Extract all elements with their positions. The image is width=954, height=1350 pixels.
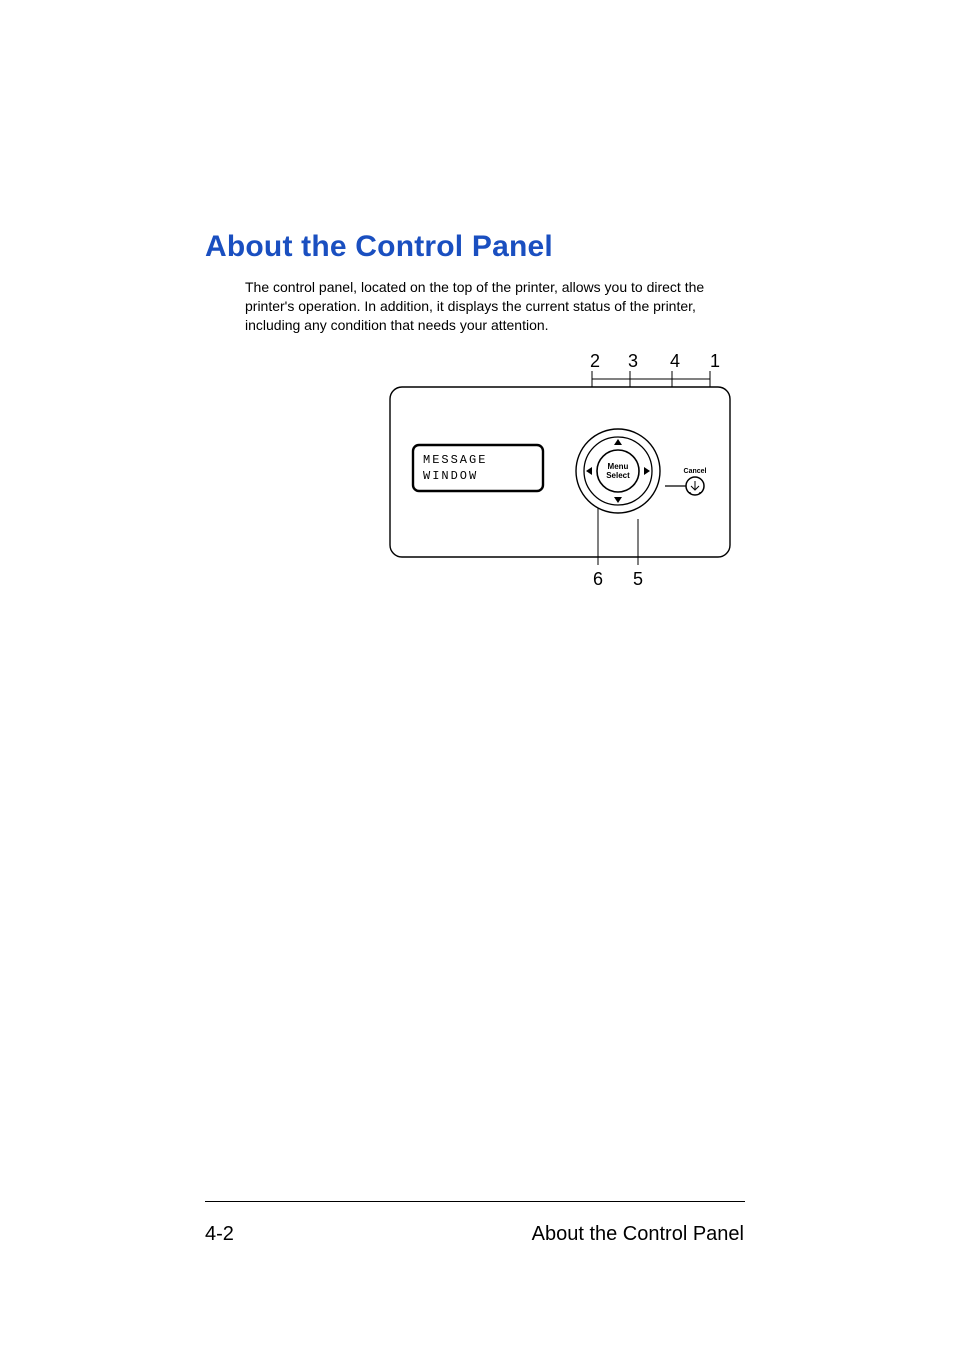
intro-paragraph: The control panel, located on the top of… [245,278,745,335]
callout-1: 1 [710,353,720,371]
callout-5: 5 [633,569,643,589]
footer-rule [205,1201,745,1202]
message-window [413,445,543,491]
page-number: 4-2 [205,1223,234,1246]
callout-3: 3 [628,353,638,371]
callout-2: 2 [590,353,600,371]
footer-section: About the Control Panel [532,1223,744,1246]
message-window-text-2: WINDOW [423,469,478,483]
control-panel-diagram: 2 3 4 1 MESSAGE [375,353,745,593]
callout-6: 6 [593,569,603,589]
page: About the Control Panel The control pane… [0,0,954,1350]
dial-label-select: Select [606,471,630,480]
cancel-label: Cancel [684,468,707,475]
message-window-text-1: MESSAGE [423,453,487,467]
content-area: About the Control Panel The control pane… [205,230,745,593]
page-title: About the Control Panel [205,230,745,264]
callout-4: 4 [670,353,680,371]
dial-label-menu: Menu [608,462,629,471]
diagram-container: 2 3 4 1 MESSAGE [205,353,745,593]
